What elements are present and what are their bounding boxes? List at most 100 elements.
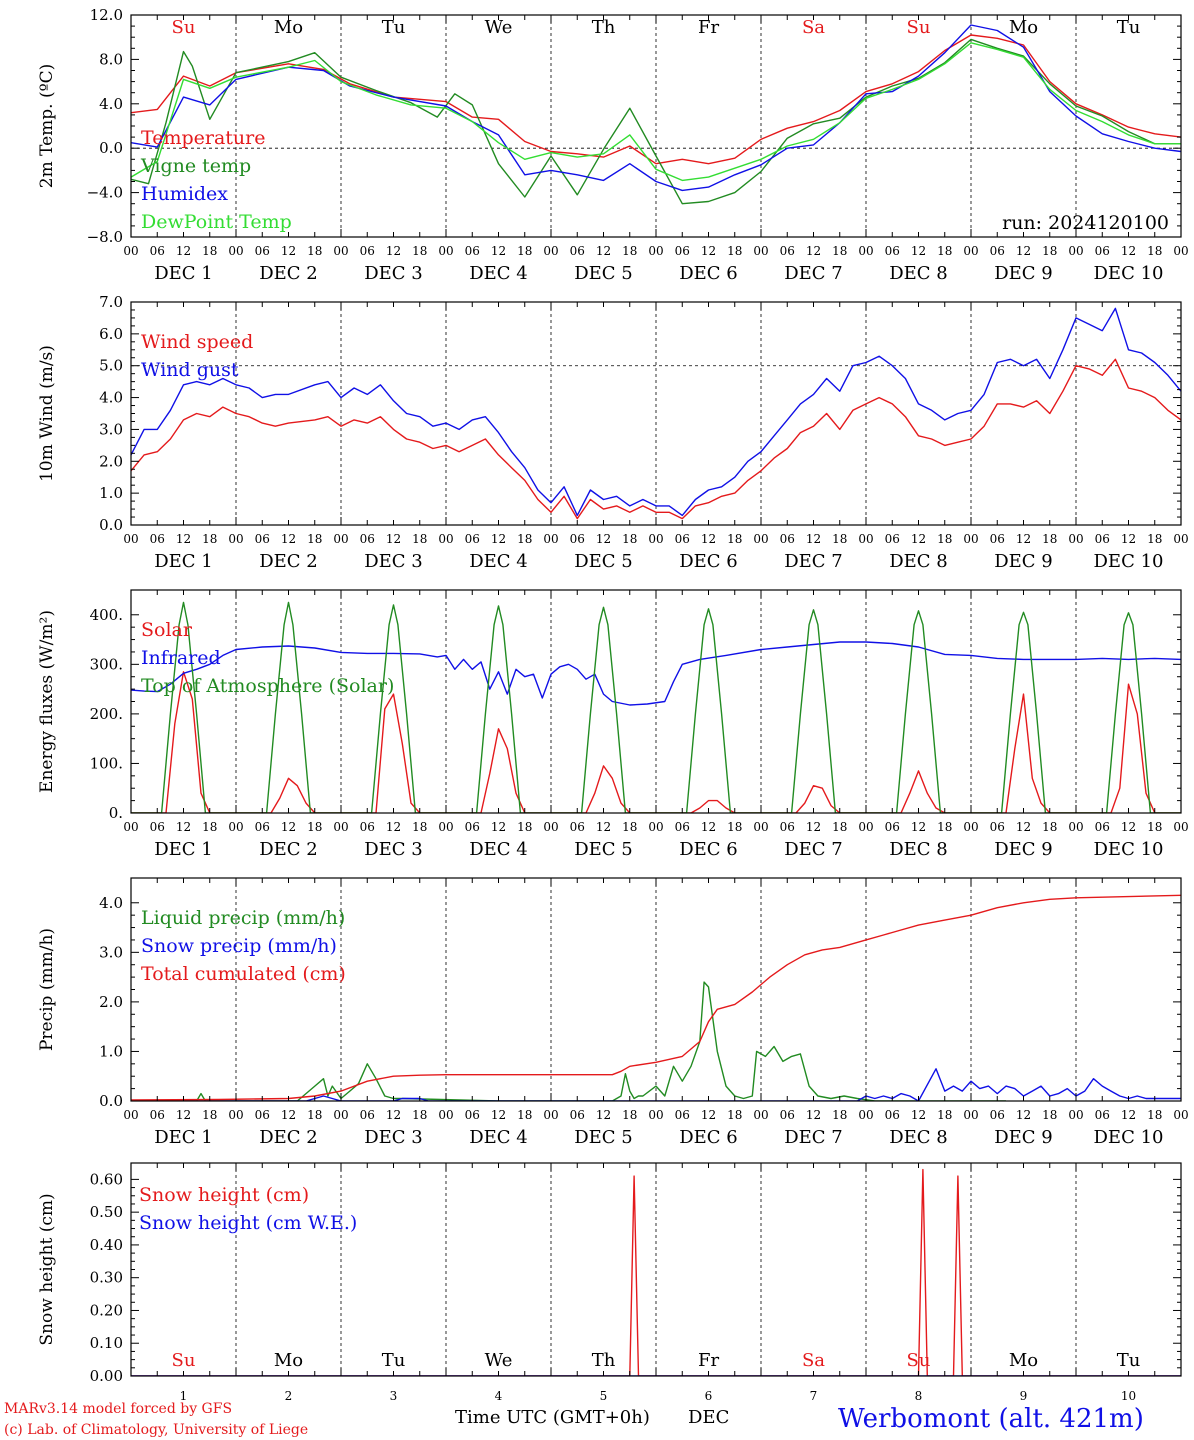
weekday-label: Fr: [698, 1350, 719, 1371]
legend-entry: Top of Atmosphere (Solar): [141, 675, 394, 697]
legend-entry: Humidex: [141, 183, 228, 205]
y-tick-label: 7.0: [99, 293, 123, 311]
x-day-label: DEC 2: [259, 839, 318, 860]
series-line-infrared: [131, 641, 1181, 706]
x-day-label: DEC 1: [154, 263, 213, 284]
series-group: [131, 894, 1181, 1101]
x-hour-label: 12: [491, 244, 506, 258]
x-hour-label: 00: [228, 1108, 243, 1122]
series-line-vigne-temp: [131, 38, 1181, 205]
weekday-label: Tu: [1117, 17, 1141, 38]
x-hour-label: 18: [412, 244, 427, 258]
x-day-label: DEC 4: [469, 551, 528, 572]
weekday-label: Tu: [382, 17, 406, 38]
weekday-label: Mo: [1009, 17, 1038, 38]
y-tick-label: 100.: [90, 754, 123, 772]
x-hour-label: 18: [937, 1108, 952, 1122]
x-hour-label: 00: [543, 820, 558, 834]
x-hour-label: 06: [1095, 1108, 1110, 1122]
x-day-label: DEC 5: [574, 263, 633, 284]
x-hour-label: 00: [123, 1108, 138, 1122]
station-name: Werbomont (alt. 421m): [838, 1404, 1144, 1434]
x-hour-label: 12: [596, 820, 611, 834]
x-hour-label: 00: [438, 532, 453, 546]
series-group: [131, 307, 1181, 520]
x-hour-label: 00: [858, 1108, 873, 1122]
y-axis-label: 10m Wind (m/s): [37, 345, 57, 482]
legend-entry: Wind speed: [141, 331, 253, 353]
y-tick-label: 0.60: [90, 1170, 123, 1188]
x-day-label: DEC 3: [364, 263, 423, 284]
plot-frame: [130, 301, 1182, 526]
x-hour-label: 00: [858, 244, 873, 258]
x-day-label: DEC 10: [1094, 1127, 1164, 1148]
x-hour-label: 06: [570, 1108, 585, 1122]
legend-entry: DewPoint Temp: [141, 211, 292, 233]
x-hour-label: 12: [806, 244, 821, 258]
x-hour-label: 12: [281, 1108, 296, 1122]
x-hour-label: 00: [438, 244, 453, 258]
x-hour-label: 12: [386, 1108, 401, 1122]
x-hour-label: 00: [648, 532, 663, 546]
y-tick-label: 0.30: [90, 1269, 123, 1287]
x-hour-label: 18: [937, 244, 952, 258]
x-hour-label: 18: [622, 820, 637, 834]
x-day-number: 4: [495, 1389, 503, 1403]
x-hour-label: 06: [255, 820, 270, 834]
x-hour-label: 00: [1173, 532, 1188, 546]
x-hour-label: 00: [438, 820, 453, 834]
time-axis-month: DEC: [688, 1407, 729, 1428]
x-hour-label: 12: [281, 820, 296, 834]
x-hour-label: 18: [727, 820, 742, 834]
x-hour-label: 18: [1042, 1108, 1057, 1122]
y-tick-label: 4.0: [99, 389, 123, 407]
x-hour-label: 12: [806, 1108, 821, 1122]
x-hour-label: 00: [858, 820, 873, 834]
x-hour-label: 06: [990, 1108, 1005, 1122]
x-hour-label: 06: [780, 820, 795, 834]
x-day-label: DEC 3: [364, 1127, 423, 1148]
weekday-label: Th: [592, 1350, 616, 1371]
series-line-top-of-atmosphere-solar: [131, 601, 1181, 813]
panel-energy: 400. 300. 200. 100. 0. Energy fluxes (W/m²) 00…: [37, 589, 1189, 860]
x-hour-label: 18: [1147, 1108, 1162, 1122]
x-day-number: 3: [390, 1389, 398, 1403]
x-hour-label: 06: [360, 532, 375, 546]
series-group: [131, 601, 1181, 813]
x-hour-label: 18: [412, 1108, 427, 1122]
x-hour-label: 06: [150, 532, 165, 546]
x-day-label: DEC 4: [469, 839, 528, 860]
x-hour-label: 00: [123, 820, 138, 834]
x-hour-label: 12: [806, 820, 821, 834]
x-hour-label: 18: [832, 532, 847, 546]
x-day-label: DEC 3: [364, 839, 423, 860]
x-hour-label: 06: [570, 820, 585, 834]
x-day-label: DEC 7: [784, 1127, 843, 1148]
y-tick-label: 0.50: [90, 1203, 123, 1221]
weekday-label: We: [485, 17, 513, 38]
x-hour-label: 06: [465, 820, 480, 834]
weekday-label: Tu: [1117, 1350, 1141, 1371]
x-hour-label: 00: [1068, 820, 1083, 834]
legend-entry: Infrared: [141, 647, 221, 669]
x-hour-label: 18: [307, 820, 322, 834]
x-day-label: DEC 6: [679, 1127, 738, 1148]
model-credit: MARv3.14 model forced by GFS: [4, 1401, 232, 1417]
x-day-label: DEC 6: [679, 839, 738, 860]
weekday-label: Sa: [802, 17, 825, 38]
x-hour-label: 12: [806, 532, 821, 546]
x-hour-label: 06: [1095, 244, 1110, 258]
x-day-number: 2: [285, 1389, 293, 1403]
x-hour-label: 18: [517, 244, 532, 258]
x-hour-label: 00: [543, 532, 558, 546]
x-hour-label: 18: [202, 1108, 217, 1122]
legend-entry: Total cumulated (cm): [141, 963, 346, 985]
x-hour-label: 00: [963, 532, 978, 546]
y-tick-label: 0.20: [90, 1301, 123, 1319]
x-hour-label: 12: [701, 244, 716, 258]
x-hour-label: 12: [281, 532, 296, 546]
x-hour-label: 12: [1121, 1108, 1136, 1122]
x-day-label: DEC 8: [889, 263, 948, 284]
x-hour-label: 12: [1121, 532, 1136, 546]
x-day-label: DEC 9: [994, 839, 1053, 860]
